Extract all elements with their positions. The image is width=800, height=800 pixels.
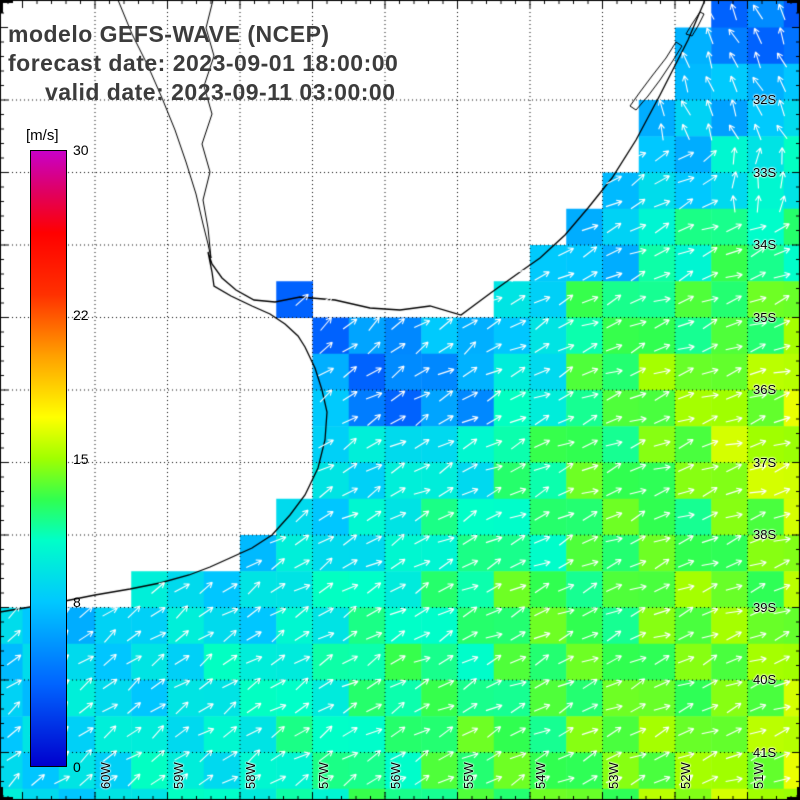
- model-title: modelo GEFS-WAVE (NCEP): [8, 21, 330, 47]
- colorbar-tick-label: 22: [73, 306, 89, 323]
- colorbar-tick-label: 0: [73, 759, 81, 775]
- valid-date: valid date: 2023-09-11 03:00:00: [45, 79, 396, 105]
- plot-title-block: modelo GEFS-WAVE (NCEP) forecast date: 2…: [8, 20, 398, 107]
- colorbar-tick-label: 30: [73, 142, 89, 158]
- forecast-date: forecast date: 2023-09-01 18:00:00: [8, 50, 399, 76]
- colorbar-unit-label: [m/s]: [26, 127, 59, 144]
- colorbar: [30, 150, 67, 767]
- colorbar-tick-label: 8: [73, 594, 81, 611]
- colorbar-tick-label: 15: [73, 450, 89, 467]
